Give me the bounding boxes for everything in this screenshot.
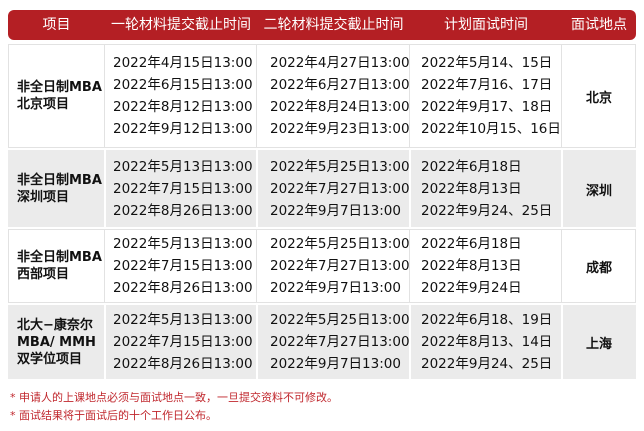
date-text: 2022年8月13日: [421, 180, 522, 197]
column-divider: [256, 150, 258, 227]
date-text: 2022年8月26日13:00: [113, 356, 253, 372]
column-divider: [409, 44, 410, 148]
date-text: 2022年6月18日: [421, 236, 522, 252]
header-cell: 面试地点: [571, 17, 627, 33]
location: 成都: [585, 261, 612, 276]
date-text: 2022年5月13日13:00: [113, 158, 253, 175]
header-bar: [8, 10, 636, 40]
footnote: * 申请人的上课地点必须与面试地点一致，一旦提交资料不可修改。: [10, 391, 338, 404]
column-divider: [409, 229, 410, 303]
date-text: 2022年9月7日13:00: [270, 280, 401, 296]
column-divider: [104, 44, 105, 148]
date-text: 2022年9月17、18日: [421, 99, 553, 115]
date-text: 2022年4月27日13:00: [270, 55, 410, 71]
date-text: 2022年9月12日13:00: [113, 121, 253, 137]
date-text: 2022年7月15日13:00: [113, 334, 253, 350]
row-bg: [8, 150, 636, 227]
project-name: 非全日制MBA: [17, 80, 102, 95]
date-text: 2022年8月13、14日: [421, 334, 553, 350]
row-bg: [8, 44, 636, 148]
footnote: * 面试结果将于面试后的十个工作日公布。: [10, 409, 217, 422]
column-divider: [104, 229, 105, 303]
date-text: 2022年6月18日: [421, 158, 522, 175]
header-cell: 计划面试时间: [444, 17, 528, 33]
date-text: 2022年8月12日13:00: [113, 99, 253, 115]
project-name: 非全日制MBA: [17, 250, 102, 265]
date-text: 2022年5月13日13:00: [113, 312, 253, 328]
date-text: 2022年5月13日13:00: [113, 236, 253, 252]
date-text: 2022年8月13日: [421, 258, 522, 274]
header-cell: 项目: [42, 17, 71, 33]
column-divider: [256, 229, 257, 303]
date-text: 2022年8月26日13:00: [113, 202, 253, 219]
location: 北京: [585, 91, 612, 106]
project-name: MBA/ MMH: [17, 334, 96, 350]
column-divider: [409, 305, 411, 379]
column-divider: [561, 44, 562, 148]
date-text: 2022年7月15日13:00: [113, 258, 253, 274]
date-text: 2022年9月7日13:00: [270, 202, 401, 219]
date-text: 2022年6月27日13:00: [270, 77, 410, 93]
column-divider: [561, 150, 563, 227]
location: 上海: [585, 337, 612, 352]
header-cell: 一轮材料提交截止时间: [111, 17, 251, 33]
project-name: 深圳项目: [17, 189, 70, 205]
column-divider: [561, 229, 562, 303]
project-name: 北大−康奈尔: [17, 317, 93, 333]
date-text: 2022年9月7日13:00: [270, 356, 401, 372]
date-text: 2022年9月23日13:00: [270, 121, 410, 137]
date-text: 2022年5月25日13:00: [270, 312, 410, 328]
date-text: 2022年7月27日13:00: [270, 258, 410, 274]
date-text: 2022年5月25日13:00: [270, 236, 410, 252]
location: 深圳: [585, 183, 612, 199]
column-divider: [256, 305, 258, 379]
date-text: 2022年7月27日13:00: [270, 334, 410, 350]
date-text: 2022年10月15、16日: [421, 121, 561, 137]
date-text: 2022年7月15日13:00: [113, 180, 253, 197]
date-text: 2022年8月24日13:00: [270, 99, 410, 115]
date-text: 2022年9月24、25日: [421, 356, 553, 372]
project-name: 非全日制MBA: [17, 172, 102, 188]
date-text: 2022年9月24日: [421, 280, 522, 296]
header-cell: 二轮材料提交截止时间: [263, 17, 404, 33]
date-text: 2022年5月14、15日: [421, 55, 553, 71]
column-divider: [104, 150, 106, 227]
date-text: 2022年8月26日13:00: [113, 280, 253, 296]
date-text: 2022年4月15日13:00: [113, 55, 253, 71]
project-name: 西部项目: [17, 267, 70, 282]
row-bg: [8, 229, 636, 303]
column-divider: [561, 305, 563, 379]
column-divider: [256, 44, 257, 148]
date-text: 2022年7月16、17日: [421, 77, 553, 93]
date-text: 2022年6月18、19日: [421, 312, 553, 328]
row-bg: [8, 305, 636, 379]
date-text: 2022年7月27日13:00: [270, 180, 410, 197]
project-name: 北京项目: [17, 97, 70, 112]
column-divider: [104, 305, 106, 379]
date-text: 2022年5月25日13:00: [270, 158, 410, 175]
project-name: 双学位项目: [17, 351, 83, 367]
column-divider: [409, 150, 411, 227]
date-text: 2022年6月15日13:00: [113, 77, 253, 93]
date-text: 2022年9月24、25日: [421, 202, 553, 219]
